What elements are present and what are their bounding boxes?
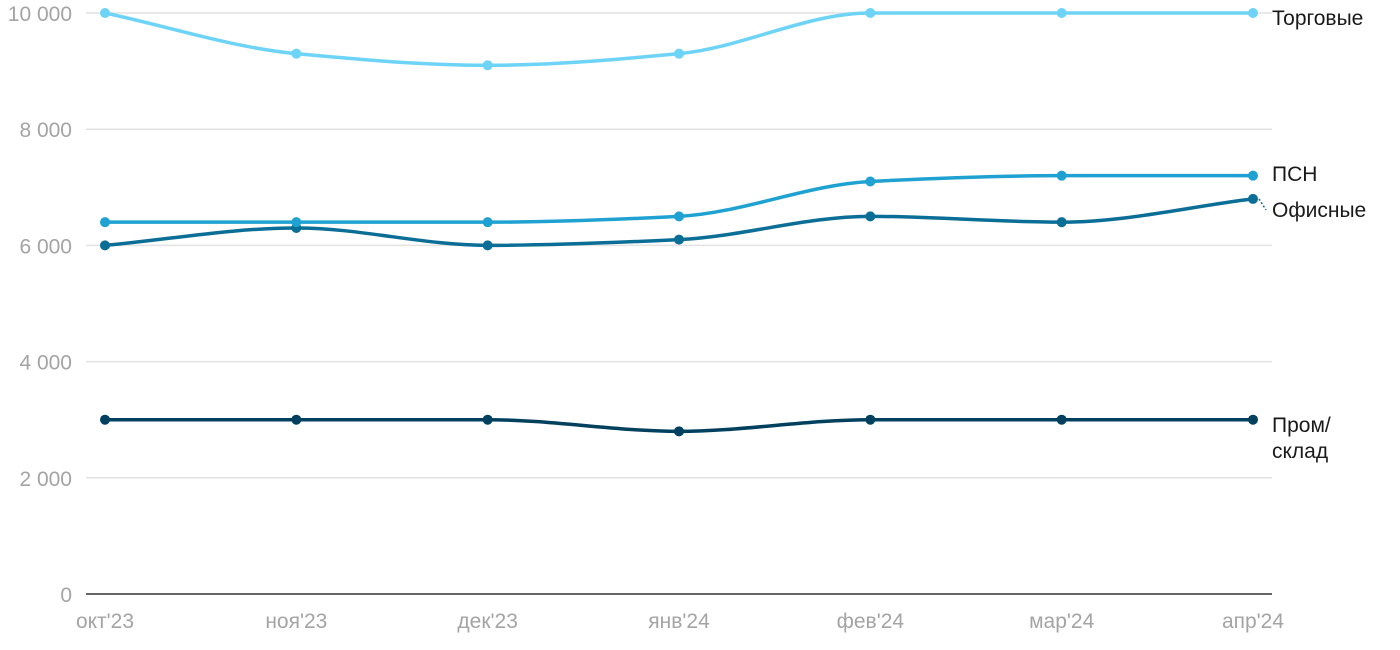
series-labels: Торговые ПСН Офисные Пром/склад <box>1258 7 1366 463</box>
series-label-line: Офисные <box>1272 199 1366 222</box>
data-point-trade <box>482 60 493 71</box>
y-tick-label: 2 000 <box>19 468 72 491</box>
data-point-industrial <box>291 414 302 425</box>
x-tick-label: ноя'23 <box>265 610 327 633</box>
x-tick-label: дек'23 <box>457 610 518 633</box>
data-point-office <box>482 240 493 251</box>
data-point-industrial <box>100 414 110 425</box>
data-point-office <box>1056 217 1067 228</box>
series-lines <box>100 8 1258 437</box>
series-label-trade: Торговые <box>1272 7 1363 30</box>
series-label-line: ПСН <box>1272 163 1317 186</box>
series-label-psn: ПСН <box>1272 163 1317 186</box>
y-tick-label: 8 000 <box>19 119 72 142</box>
data-point-psn <box>100 217 110 228</box>
y-tick-label: 0 <box>60 584 72 607</box>
y-axis: 0 2 000 4 000 6 000 8 000 10 000 <box>8 3 72 607</box>
data-point-office <box>100 240 110 251</box>
data-point-industrial <box>674 426 684 437</box>
data-point-psn <box>865 176 876 187</box>
data-point-trade <box>1248 8 1258 18</box>
data-point-trade <box>100 8 110 18</box>
x-tick-label: окт'23 <box>76 610 134 633</box>
gridlines <box>86 12 1272 595</box>
x-tick-label: фев'24 <box>837 610 905 633</box>
series-label-industrial: Пром/склад <box>1272 414 1331 463</box>
data-point-psn <box>674 211 684 222</box>
x-axis: окт'23 ноя'23 дек'23 янв'24 фев'24 мар'24 апр'… <box>76 610 1284 633</box>
data-point-trade <box>674 48 684 59</box>
label-connector-office <box>1258 198 1267 211</box>
data-point-trade <box>865 8 876 18</box>
data-point-office <box>1248 193 1258 204</box>
data-point-psn <box>482 217 493 228</box>
data-point-psn <box>1248 170 1258 181</box>
series-industrial <box>100 414 1258 437</box>
x-tick-label: апр'24 <box>1222 610 1284 633</box>
data-point-industrial <box>1248 414 1258 425</box>
data-point-office <box>865 211 876 222</box>
y-tick-label: 10 000 <box>8 3 72 26</box>
data-point-psn <box>291 217 302 228</box>
data-point-office <box>674 234 684 245</box>
data-point-psn <box>1056 170 1067 181</box>
data-point-industrial <box>482 414 493 425</box>
data-point-industrial <box>865 414 876 425</box>
series-label-line: Торговые <box>1272 7 1363 30</box>
series-label-line: склад <box>1272 440 1328 463</box>
y-tick-label: 6 000 <box>19 235 72 258</box>
data-point-trade <box>291 48 302 59</box>
data-point-industrial <box>1056 414 1067 425</box>
y-tick-label: 4 000 <box>19 352 72 375</box>
series-psn <box>100 170 1258 228</box>
data-point-trade <box>1056 8 1067 18</box>
x-tick-label: мар'24 <box>1029 610 1094 633</box>
x-tick-label: янв'24 <box>648 610 710 633</box>
series-label-office: Офисные <box>1272 199 1366 222</box>
series-label-line: Пром/ <box>1272 414 1331 437</box>
series-trade <box>100 8 1258 71</box>
